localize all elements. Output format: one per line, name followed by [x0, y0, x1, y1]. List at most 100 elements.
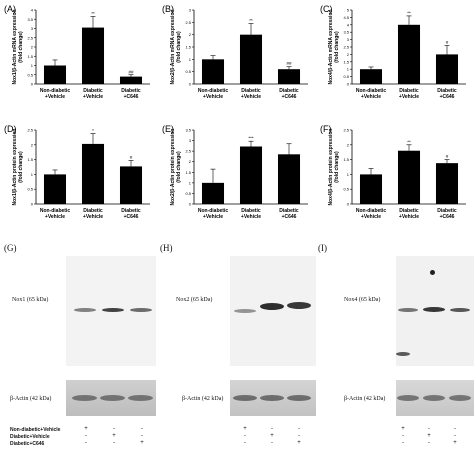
y-tick-label: 1 — [347, 67, 350, 72]
significance-label: ** — [249, 18, 253, 23]
panel-letter: (E) — [162, 124, 174, 134]
band-lane-1 — [234, 309, 256, 313]
bar — [435, 54, 459, 84]
y-tick-label: 2 — [347, 52, 350, 57]
panel-letter-i: (I) — [318, 243, 327, 253]
y-axis-label-2: (fold change) — [334, 31, 340, 63]
bar — [359, 69, 383, 84]
panel-letter: (C) — [320, 4, 333, 14]
y-axis-label: Nox2/β-Actin protein expression — [170, 129, 176, 206]
y-axis-label: Nox2/β-Actin mRNA expression — [170, 9, 176, 84]
legend-sign: + — [140, 440, 144, 446]
y-tick-label: 2 — [31, 45, 34, 50]
legend-sign: + — [270, 433, 274, 439]
panel-letter: (A) — [4, 4, 16, 14]
blot-label-nox1: Nox1 (65 kDa) — [12, 297, 49, 303]
legend-sign: - — [85, 440, 87, 446]
legend-sign: - — [271, 426, 273, 432]
bar — [81, 27, 105, 84]
x-tick-label-line-2: +Vehicle — [45, 94, 65, 100]
y-tick-label: 0 — [347, 202, 350, 207]
band-lane-3 — [130, 308, 152, 312]
y-tick-label: 3.5 — [343, 30, 349, 35]
band-lane-2 — [260, 303, 284, 310]
membrane-actin-h — [230, 380, 316, 416]
legend-sign: - — [402, 433, 404, 439]
y-tick-label: 2 — [31, 142, 34, 147]
bar — [239, 146, 263, 204]
band-lane-3 — [287, 302, 311, 309]
x-tick-label-line-2: +Vehicle — [203, 214, 223, 220]
x-tick-label: Diabetic — [241, 208, 261, 214]
x-tick-label-line-2: +C646 — [282, 94, 297, 100]
y-tick-label: 3 — [189, 8, 192, 13]
x-tick-label-line-2: +C646 — [124, 94, 139, 100]
x-tick-label: Diabetic — [121, 208, 141, 214]
panel-a: (A) 0 0.5 1 1.5 2 2.5 3 3.5 4 Nox1/β-Actin mRNA ex… — [0, 0, 158, 132]
y-tick-label: 2 — [347, 142, 350, 147]
y-tick-label: 3 — [189, 138, 192, 143]
legend-sign: - — [298, 433, 300, 439]
x-tick-label: Diabetic — [279, 208, 299, 214]
y-tick-label: 1 — [31, 63, 34, 68]
legend-sign: + — [427, 433, 431, 439]
panel-letter-h: (H) — [160, 243, 173, 253]
x-tick-label: Diabetic — [399, 208, 419, 214]
y-tick-label: 1 — [189, 180, 192, 185]
y-axis-label-2: (fold change) — [18, 31, 24, 63]
actin-label-g: β-Actin (42 kDa) — [10, 396, 52, 402]
y-tick-label: 5 — [347, 8, 350, 13]
y-tick-label: 3 — [31, 26, 34, 31]
membrane-nox1 — [66, 256, 156, 366]
x-tick-label-line-2: +Vehicle — [399, 94, 419, 100]
significance-label: ## — [286, 61, 292, 66]
y-tick-label: 0.5 — [343, 74, 349, 79]
legend-sign: - — [141, 426, 143, 432]
bar — [239, 34, 263, 84]
legend-sign: + — [112, 433, 116, 439]
y-tick-label: 2 — [189, 159, 192, 164]
band-lane-2 — [423, 307, 445, 312]
y-tick-label: 0 — [347, 82, 350, 87]
legend-sign: + — [84, 426, 88, 432]
y-tick-label: 0.5 — [27, 187, 33, 192]
x-tick-label: Diabetic — [83, 88, 103, 94]
y-tick-label: 2.5 — [185, 20, 191, 25]
legend-sign: - — [271, 440, 273, 446]
legend-sign: + — [401, 426, 405, 432]
y-tick-label: 4.5 — [343, 15, 349, 20]
significance-label: # — [130, 155, 133, 160]
bar — [397, 150, 421, 204]
y-tick-label: 1.5 — [185, 45, 191, 50]
blot-label-nox2: Nox2 (65 kDa) — [176, 297, 213, 303]
x-tick-label: Non-diabetic — [356, 208, 386, 214]
y-tick-label: 3.5 — [185, 128, 191, 133]
legend-sign: - — [298, 426, 300, 432]
blot-label-nox4: Nox4 (65 kDa) — [344, 297, 381, 303]
y-axis-label-2: (fold change) — [334, 151, 340, 183]
y-tick-label: 1 — [31, 172, 34, 177]
x-tick-label-line-2: +C646 — [124, 214, 139, 220]
x-tick-label-line-2: +Vehicle — [241, 94, 261, 100]
significance-label: ** — [91, 11, 95, 16]
y-tick-label: 4 — [347, 22, 350, 27]
panel-b: (B) 0 0.5 1 1.5 2 2.5 3 Nox2/β-Actin mRNA expres… — [158, 0, 316, 132]
bar — [435, 163, 459, 204]
y-axis-label: Nox4/β-Actin protein expression — [328, 129, 334, 206]
x-tick-label: Non-diabetic — [198, 88, 228, 94]
actin-band-lane-2 — [260, 395, 284, 401]
x-tick-label-line-2: +Vehicle — [45, 214, 65, 220]
legend-sign: - — [454, 426, 456, 432]
blot-speck — [430, 270, 435, 275]
actin-band-lane-3 — [128, 395, 153, 401]
legend-sign: - — [113, 426, 115, 432]
y-axis-label: Nox1/β-Actin mRNA expression — [12, 9, 18, 84]
bar — [201, 59, 225, 84]
membrane-actin-i — [396, 380, 474, 416]
legend-sign: - — [141, 433, 143, 439]
y-tick-label: 3.5 — [27, 17, 33, 22]
x-tick-label: Diabetic — [241, 88, 261, 94]
bar — [359, 174, 383, 204]
y-axis-label-2: (fold change) — [18, 151, 24, 183]
legend-sign: - — [113, 440, 115, 446]
